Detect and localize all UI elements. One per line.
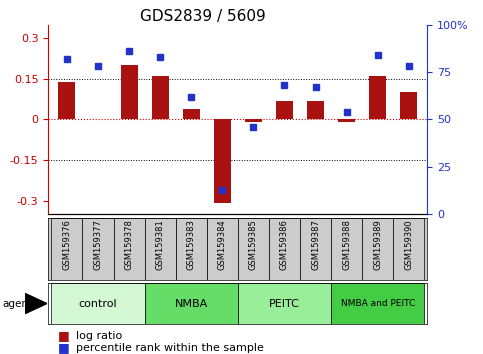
Bar bbox=[51, 218, 83, 280]
Text: GSM159377: GSM159377 bbox=[94, 219, 102, 270]
Bar bbox=[331, 218, 362, 280]
Text: GSM159386: GSM159386 bbox=[280, 219, 289, 270]
Bar bbox=[214, 119, 231, 203]
Text: GSM159387: GSM159387 bbox=[311, 219, 320, 270]
Text: agent: agent bbox=[2, 298, 32, 309]
Text: GSM159384: GSM159384 bbox=[218, 219, 227, 270]
Text: NMBA: NMBA bbox=[175, 298, 208, 309]
Bar bbox=[300, 218, 331, 280]
Bar bbox=[369, 76, 386, 119]
Bar bbox=[362, 218, 393, 280]
Bar bbox=[144, 283, 238, 324]
Text: GSM159376: GSM159376 bbox=[62, 219, 71, 270]
Bar bbox=[51, 283, 144, 324]
Bar bbox=[307, 101, 324, 119]
Text: GSM159383: GSM159383 bbox=[187, 219, 196, 270]
Text: ■: ■ bbox=[58, 329, 70, 342]
Bar bbox=[331, 283, 425, 324]
Text: GSM159388: GSM159388 bbox=[342, 219, 351, 270]
Text: PEITC: PEITC bbox=[269, 298, 300, 309]
Bar bbox=[121, 65, 138, 119]
Bar bbox=[238, 283, 331, 324]
Bar bbox=[207, 218, 238, 280]
Bar bbox=[183, 109, 200, 119]
Bar bbox=[338, 119, 355, 122]
Text: GSM159378: GSM159378 bbox=[125, 219, 134, 270]
Text: GSM159385: GSM159385 bbox=[249, 219, 258, 270]
Bar bbox=[393, 218, 425, 280]
Bar bbox=[114, 218, 144, 280]
Bar bbox=[83, 218, 114, 280]
Text: log ratio: log ratio bbox=[76, 331, 123, 341]
Text: ■: ■ bbox=[58, 341, 70, 354]
Bar bbox=[245, 119, 262, 122]
Text: GSM159390: GSM159390 bbox=[404, 219, 413, 270]
Text: percentile rank within the sample: percentile rank within the sample bbox=[76, 343, 264, 353]
Text: GDS2839 / 5609: GDS2839 / 5609 bbox=[140, 9, 266, 24]
Bar bbox=[400, 92, 417, 119]
Bar bbox=[269, 218, 300, 280]
Bar bbox=[176, 218, 207, 280]
Text: GSM159389: GSM159389 bbox=[373, 219, 382, 270]
Text: GSM159381: GSM159381 bbox=[156, 219, 165, 270]
Bar bbox=[152, 76, 169, 119]
Bar bbox=[144, 218, 176, 280]
Bar bbox=[238, 218, 269, 280]
Polygon shape bbox=[25, 293, 47, 314]
Text: control: control bbox=[79, 298, 117, 309]
Bar bbox=[276, 101, 293, 119]
Bar bbox=[58, 81, 75, 119]
Text: NMBA and PEITC: NMBA and PEITC bbox=[341, 299, 415, 308]
